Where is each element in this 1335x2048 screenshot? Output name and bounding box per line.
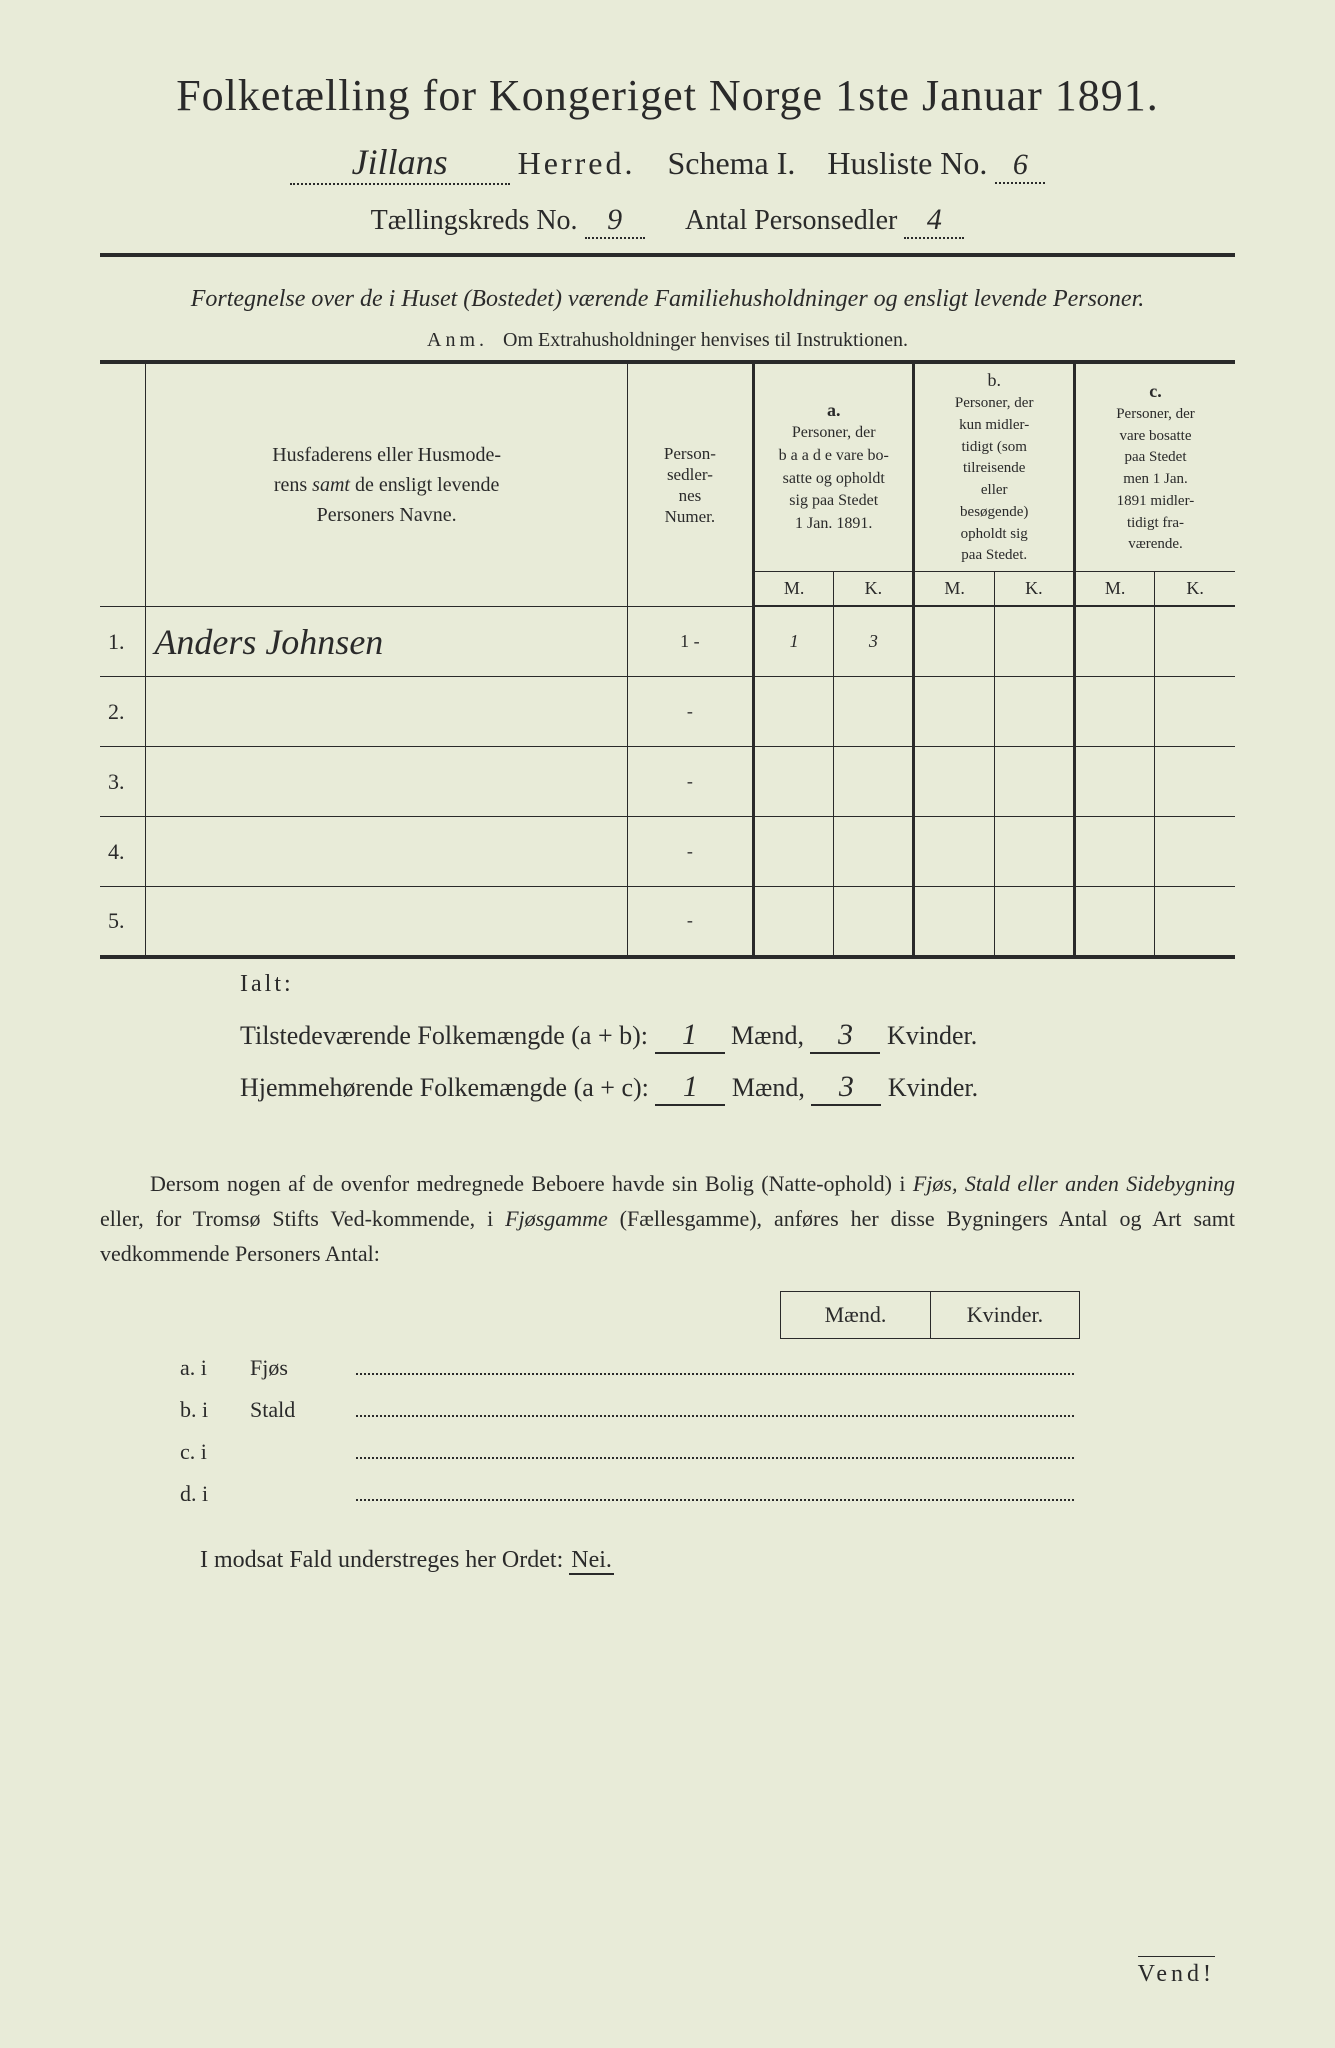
totals-line-resident: Hjemmehørende Folkemængde (a + c): 1 Mæn… — [240, 1070, 1235, 1106]
page-title: Folketælling for Kongeriget Norge 1ste J… — [100, 70, 1235, 121]
kreds-value: 9 — [585, 203, 645, 239]
col-c-m: M. — [1074, 572, 1154, 606]
table-row: 4. - — [100, 817, 1235, 887]
mk-row: c. i — [180, 1437, 1080, 1465]
table-row: 2. - — [100, 677, 1235, 747]
antal-label: Antal Personsedler — [685, 205, 897, 236]
mk-row: b. i Stald — [180, 1395, 1080, 1423]
anm-label: Anm. — [427, 329, 488, 351]
col-header-b: b. Personer, derkun midler-tidigt (somti… — [914, 362, 1075, 572]
totals-block: Ialt: Tilstedeværende Folkemængde (a + b… — [100, 971, 1235, 1106]
col-header-names: Husfaderens eller Husmode-rens samt de e… — [146, 362, 628, 607]
name-cell: Anders Johnsen — [154, 622, 383, 662]
rule-1 — [100, 253, 1235, 257]
census-form-page: Folketælling for Kongeriget Norge 1ste J… — [0, 0, 1335, 2048]
anm-line: Anm. Om Extrahusholdninger henvises til … — [100, 329, 1235, 352]
antal-value: 4 — [904, 203, 964, 239]
header-line-1: Jillans Herred. Schema I. Husliste No. 6 — [100, 141, 1235, 185]
col-b-m: M. — [914, 572, 994, 606]
col-a-m: M. — [753, 572, 833, 606]
kreds-label: Tællingskreds No. — [371, 205, 578, 236]
husliste-value: 6 — [995, 148, 1045, 184]
herred-label: Herred. — [518, 145, 636, 181]
outbuilding-table: Mænd. Kvinder. a. i Fjøs b. i Stald c. i… — [180, 1291, 1080, 1507]
col-b-k: K. — [994, 572, 1074, 606]
header-line-2: Tællingskreds No. 9 Antal Personsedler 4 — [100, 203, 1235, 239]
col-header-personsedler: Person-sedler-nesNumer. — [627, 362, 753, 607]
mk-header: Mænd. Kvinder. — [180, 1291, 1080, 1339]
table-row: 1. Anders Johnsen 1 - 1 3 — [100, 607, 1235, 677]
herred-value: Jillans — [290, 141, 510, 185]
outbuilding-paragraph: Dersom nogen af de ovenfor medregnede Be… — [100, 1166, 1235, 1272]
anm-text: Om Extrahusholdninger henvises til Instr… — [503, 329, 908, 351]
totals-line-present: Tilstedeværende Folkemængde (a + b): 1 M… — [240, 1018, 1235, 1054]
col-header-a: a. Personer, derb a a d e vare bo-satte … — [753, 362, 914, 572]
col-header-c: c. Personer, dervare bosattepaa Stedetme… — [1074, 362, 1235, 572]
mk-row: d. i — [180, 1479, 1080, 1507]
main-table: Husfaderens eller Husmode-rens samt de e… — [100, 360, 1235, 959]
table-row: 5. - — [100, 887, 1235, 957]
table-row: 3. - — [100, 747, 1235, 817]
mk-maend: Mænd. — [780, 1291, 930, 1339]
form-subtitle: Fortegnelse over de i Huset (Bostedet) v… — [100, 281, 1235, 317]
vend-label: Vend! — [1138, 1956, 1215, 1988]
husliste-label: Husliste No. — [827, 145, 987, 181]
schema-label: Schema I. — [667, 145, 795, 181]
col-c-k: K. — [1155, 572, 1235, 606]
mk-row: a. i Fjøs — [180, 1353, 1080, 1381]
ialt-label: Ialt: — [240, 971, 1235, 998]
nei-line: I modsat Fald understreges her Ordet: Ne… — [100, 1547, 1235, 1574]
col-a-k: K. — [834, 572, 914, 606]
mk-kvinder: Kvinder. — [930, 1291, 1080, 1339]
